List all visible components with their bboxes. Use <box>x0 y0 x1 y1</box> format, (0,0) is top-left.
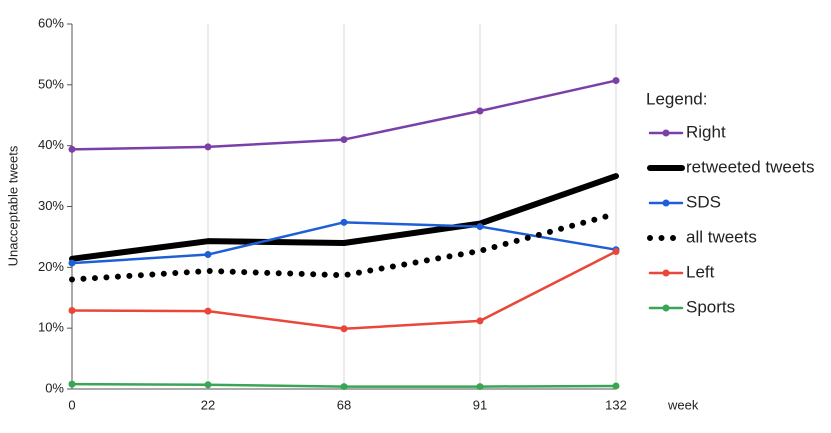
point <box>476 317 484 325</box>
point <box>204 251 212 259</box>
x-axis-label: week <box>667 397 699 412</box>
point <box>476 223 484 231</box>
legend-label: Left <box>686 262 715 281</box>
point <box>476 107 484 115</box>
x-tick-label: 91 <box>473 397 487 412</box>
legend-label: Right <box>686 122 726 141</box>
point <box>476 383 484 391</box>
y-tick-label: 20% <box>38 259 64 274</box>
series-line <box>69 173 619 262</box>
point <box>340 218 348 226</box>
point <box>204 381 212 389</box>
legend-marker <box>662 199 670 207</box>
legend-label: retweeted tweets <box>686 157 815 176</box>
point <box>68 259 76 267</box>
x-tick-label: 0 <box>68 397 75 412</box>
point <box>68 145 76 153</box>
legend-marker <box>662 304 670 312</box>
point <box>340 325 348 333</box>
x-tick-label: 132 <box>605 397 627 412</box>
point <box>204 143 212 151</box>
point <box>612 382 620 390</box>
y-tick-label: 30% <box>38 198 64 213</box>
y-tick-label: 0% <box>45 380 64 395</box>
y-axis-label: Unacceptable tweets <box>5 145 20 266</box>
legend-marker <box>662 269 670 277</box>
point <box>204 307 212 315</box>
point <box>612 77 620 85</box>
point <box>340 136 348 144</box>
point <box>340 383 348 391</box>
series-line <box>69 210 619 283</box>
legend-label: SDS <box>686 192 721 211</box>
y-tick-label: 60% <box>38 15 64 30</box>
legend-label: Sports <box>686 297 735 316</box>
legend-marker <box>662 129 670 137</box>
legend-title: Legend: <box>646 89 707 108</box>
point <box>68 307 76 315</box>
y-tick-label: 50% <box>38 76 64 91</box>
point <box>612 248 620 256</box>
x-tick-label: 22 <box>201 397 215 412</box>
x-tick-label: 68 <box>337 397 351 412</box>
y-tick-label: 40% <box>38 137 64 152</box>
point <box>68 380 76 388</box>
legend-label: all tweets <box>686 227 757 246</box>
y-tick-label: 10% <box>38 320 64 335</box>
